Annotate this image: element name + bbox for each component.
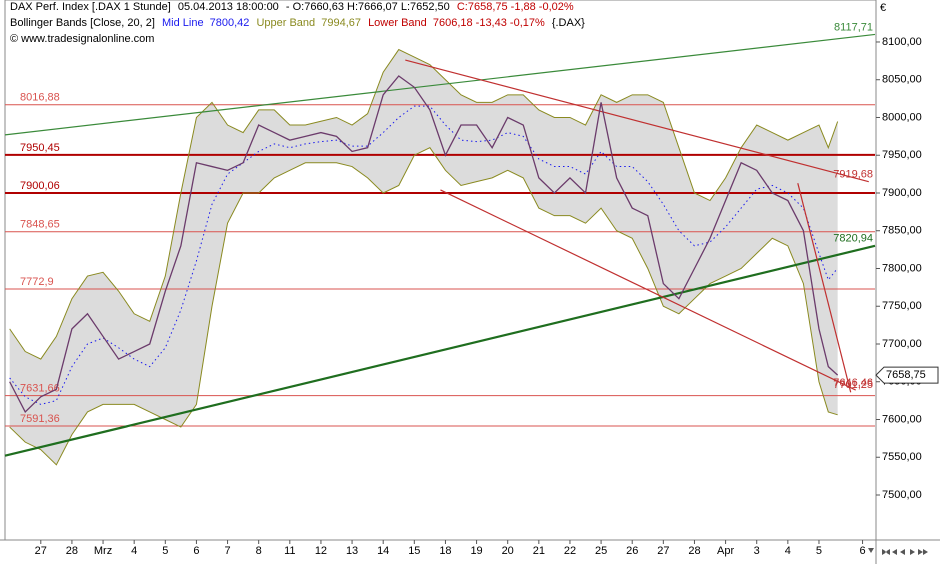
price-line	[9, 75, 839, 414]
currency: €	[880, 2, 886, 14]
x-tick-label: 6	[193, 545, 199, 557]
y-tick-label: 8100,00	[882, 36, 922, 48]
trendline	[4, 244, 876, 457]
support-label: 7591,36	[20, 413, 60, 425]
trendline	[405, 59, 869, 183]
y-tick-label: 7800,00	[882, 262, 922, 274]
scroll-button[interactable]	[868, 548, 874, 553]
x-tick-label: 18	[439, 545, 451, 557]
ohlc: - O:7660,63 H:7666,07 L:7652,50	[286, 1, 450, 13]
symbol: {.DAX}	[552, 17, 585, 29]
x-tick-label: 6	[859, 545, 865, 557]
x-tick-label: 5	[816, 545, 822, 557]
x-tick-label: 27	[657, 545, 669, 557]
x-tick-label: 14	[377, 545, 389, 557]
upper-value: 7994,67	[321, 17, 361, 29]
x-tick-label: 19	[470, 545, 482, 557]
support-label: 7631,66	[20, 382, 60, 394]
x-tick-label: 28	[66, 545, 78, 557]
x-tick-label: 8	[256, 545, 262, 557]
close: C:7658,75 -1,88 -0,02%	[457, 1, 574, 13]
x-tick-label: 21	[533, 545, 545, 557]
trendline	[4, 33, 876, 136]
y-tick-label: 8000,00	[882, 111, 922, 123]
x-tick-label: 20	[502, 545, 514, 557]
legend-upper: Upper Band	[256, 17, 315, 29]
y-tick-label: 7900,00	[882, 187, 922, 199]
plot: 8016,88 7950,45 7900,06 7848,65 7772,9 7631,6…	[4, 21, 876, 466]
trendline-label: 8117,71	[834, 21, 873, 33]
x-tick-label: 5	[162, 545, 168, 557]
trendline-label: 7701,25	[833, 379, 873, 391]
source: © www.tradesignalonline.com	[10, 33, 154, 45]
y-tick-label: 7850,00	[882, 225, 922, 237]
trendline-label: 7820,94	[833, 233, 873, 245]
mid-value: 7800,42	[210, 17, 250, 29]
legend-lower: Lower Band	[368, 17, 427, 29]
support-label: 7950,45	[20, 142, 60, 154]
y-tick-label: 7950,00	[882, 149, 922, 161]
x-tick-label: 13	[346, 545, 358, 557]
x-tick-label: 3	[754, 545, 760, 557]
trendline-label: 7919,68	[833, 169, 873, 181]
x-tick-label: 4	[785, 545, 791, 557]
support-label: 7900,06	[20, 180, 60, 192]
lower-value: 7606,18 -13,43 -0,17%	[433, 17, 545, 29]
trendline-label: 7646,46	[833, 377, 873, 389]
scroll-button[interactable]	[923, 549, 928, 555]
band-area	[9, 49, 838, 465]
chart-title: DAX Perf. Index [.DAX 1 Stunde]	[10, 1, 171, 13]
scroll-controls[interactable]	[868, 548, 928, 555]
scroll-button[interactable]	[882, 549, 890, 555]
x-tick-label: 27	[35, 545, 47, 557]
x-tick-label: 12	[315, 545, 327, 557]
y-tick-label: 7700,00	[882, 338, 922, 350]
x-tick-label: 15	[408, 545, 420, 557]
support-label: 8016,88	[20, 92, 60, 104]
trendline	[440, 189, 856, 391]
x-tick-label: 7	[224, 545, 230, 557]
y-tick-label: 7500,00	[882, 489, 922, 501]
y-tick-label: 8050,00	[882, 74, 922, 86]
scroll-button[interactable]	[910, 549, 923, 555]
y-tick-label: 7750,00	[882, 300, 922, 312]
x-tick-label: 25	[595, 545, 607, 557]
legend-mid: Mid Line	[162, 17, 204, 29]
x-tick-label: Mrz	[94, 545, 112, 557]
indicator: Bollinger Bands [Close, 20, 2]	[10, 17, 155, 29]
x-tick-label: 22	[564, 545, 576, 557]
trendline	[797, 183, 852, 393]
support-label: 7848,65	[20, 219, 60, 231]
x-tick-label: 28	[688, 545, 700, 557]
x-tick-label: 11	[284, 545, 295, 557]
mid-line	[9, 105, 839, 405]
band-line	[9, 147, 838, 466]
timestamp: 05.04.2013 18:00:00	[178, 1, 279, 13]
x-tick-label: 26	[626, 545, 638, 557]
price-badge-label: 7658,75	[886, 369, 926, 381]
support-label: 7772,9	[20, 276, 54, 288]
x-tick-label: Apr	[717, 545, 734, 557]
band-line	[9, 48, 839, 360]
y-tick-label: 7600,00	[882, 413, 922, 425]
x-tick-label: 4	[131, 545, 137, 557]
price-badge	[875, 366, 939, 384]
scroll-button[interactable]	[892, 549, 905, 555]
header-line: DAX Perf. Index [.DAX 1 Stunde] 05.04.20…	[10, 1, 574, 13]
y-tick-label: 7550,00	[882, 451, 922, 463]
indicator-line: Bollinger Bands [Close, 20, 2] Mid Line …	[10, 17, 585, 29]
